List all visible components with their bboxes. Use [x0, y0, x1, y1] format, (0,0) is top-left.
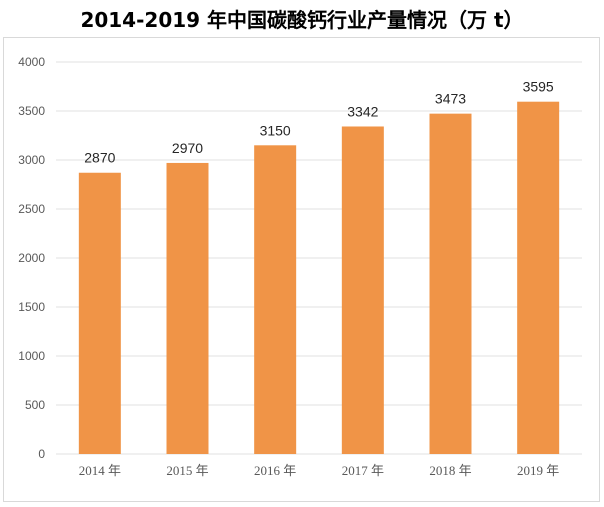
bars [78, 101, 560, 455]
y-tick-label: 500 [25, 398, 45, 412]
chart-title: 2014-2019 年中国碳酸钙行业产量情况（万 t） [80, 8, 524, 32]
data-label: 3150 [260, 122, 291, 138]
data-label: 2870 [84, 150, 115, 166]
data-label: 3342 [347, 103, 378, 119]
data-labels: 2870 2970 3150 3342 3473 3595 [84, 79, 554, 166]
y-tick-label: 2000 [18, 251, 45, 265]
bar [429, 113, 472, 455]
y-tick-label: 3000 [18, 153, 45, 167]
y-tick-label: 0 [38, 447, 45, 461]
y-tick-label: 3500 [18, 104, 45, 118]
data-label: 2970 [172, 140, 203, 156]
bar [166, 162, 209, 454]
bar [517, 101, 560, 454]
y-tick-label: 4000 [18, 55, 45, 69]
x-tick-label: 2016 年 [254, 463, 296, 478]
chart-frame [3, 37, 600, 502]
x-axis-ticks: 2014 年 2015 年 2016 年 2017 年 2018 年 2019 年 [79, 463, 560, 478]
x-tick-label: 2017 年 [342, 463, 384, 478]
y-tick-label: 2500 [18, 202, 45, 216]
y-tick-label: 1500 [18, 300, 45, 314]
x-tick-label: 2014 年 [79, 463, 121, 478]
data-label: 3473 [435, 91, 466, 107]
bar [341, 126, 384, 454]
y-tick-label: 1000 [18, 349, 45, 363]
x-tick-label: 2019 年 [517, 463, 559, 478]
gridlines [56, 61, 582, 455]
bar [254, 145, 297, 455]
bar [78, 172, 121, 455]
x-tick-label: 2018 年 [429, 463, 471, 478]
y-axis-ticks: 0 500 1000 1500 2000 2500 3000 3500 4000 [18, 55, 45, 461]
x-tick-label: 2015 年 [166, 463, 208, 478]
data-label: 3595 [523, 79, 554, 95]
